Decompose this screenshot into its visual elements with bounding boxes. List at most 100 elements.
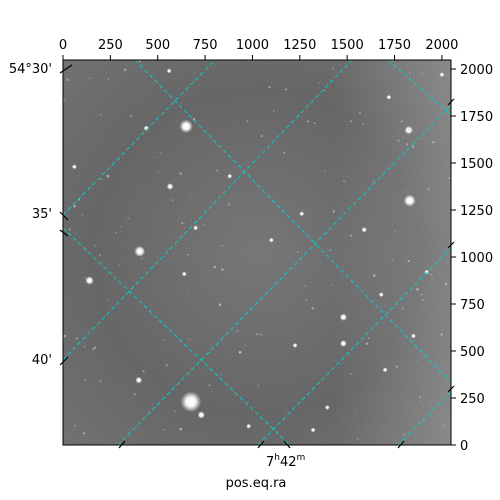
dec-label-1: 35': [32, 207, 52, 222]
star: [166, 68, 172, 74]
faint-star: [99, 379, 102, 383]
right-tick-label: 1750: [460, 110, 493, 125]
star: [299, 211, 305, 217]
faint-star: [405, 190, 407, 193]
top-tick-label: 1250: [283, 38, 316, 53]
faint-star: [304, 285, 306, 287]
ra-tick: [118, 440, 126, 449]
star: [85, 276, 94, 285]
faint-star: [297, 271, 299, 273]
faint-star: [268, 85, 271, 89]
faint-star: [244, 344, 246, 347]
star: [166, 183, 174, 190]
faint-star: [421, 299, 425, 302]
star: [246, 423, 252, 429]
faint-star: [391, 258, 394, 261]
faint-star: [81, 214, 83, 216]
star: [361, 227, 367, 233]
faint-star: [208, 384, 211, 387]
star: [193, 225, 199, 231]
faint-star: [75, 337, 78, 340]
faint-star: [362, 123, 365, 126]
faint-star: [130, 114, 132, 117]
faint-star: [420, 72, 423, 75]
faint-star: [193, 72, 196, 74]
star: [143, 125, 150, 131]
faint-star: [267, 328, 269, 330]
faint-star: [106, 174, 110, 178]
faint-star: [427, 188, 430, 190]
faint-star: [186, 253, 189, 256]
faint-star: [349, 234, 353, 237]
faint-star: [68, 228, 71, 231]
faint-star: [179, 172, 182, 175]
faint-star: [82, 432, 86, 435]
faint-star: [440, 333, 443, 336]
dec-label-2: 40': [32, 353, 52, 368]
faint-star: [127, 217, 130, 220]
faint-star: [221, 245, 223, 247]
right-tick-label: 0: [460, 439, 468, 454]
faint-star: [181, 222, 184, 225]
faint-star: [409, 72, 411, 75]
faint-star: [73, 204, 76, 208]
faint-star: [236, 330, 239, 333]
ra-tick-label: 7h42m: [266, 453, 305, 470]
faint-star: [256, 333, 259, 336]
top-tick-label: 1500: [331, 38, 364, 53]
faint-star: [373, 274, 376, 277]
faint-star: [99, 254, 101, 256]
faint-star: [332, 283, 334, 286]
top-tick-label: 2000: [425, 38, 458, 53]
ra-hours: 7: [266, 455, 274, 470]
dec-tick: [59, 211, 69, 221]
faint-star: [402, 137, 404, 139]
faint-star: [416, 288, 419, 291]
faint-star: [324, 416, 326, 418]
faint-star: [444, 282, 448, 286]
top-tick-label: 1750: [378, 38, 411, 53]
ra-tick: [397, 440, 405, 449]
faint-star: [305, 298, 308, 301]
faint-star: [107, 78, 110, 80]
faint-star: [401, 307, 404, 310]
faint-star: [190, 220, 192, 222]
x-axis-title: pos.eq.ra: [226, 476, 287, 491]
faint-star: [163, 339, 166, 341]
grid-line: [257, 247, 451, 445]
grid-line: [117, 104, 451, 445]
faint-star: [283, 151, 286, 154]
dec-tick: [59, 64, 73, 74]
faint-star: [447, 415, 449, 417]
faint-star: [311, 306, 315, 310]
ra-tick: [283, 440, 291, 449]
faint-star: [318, 82, 320, 84]
star: [179, 119, 193, 134]
faint-star: [411, 145, 414, 148]
faint-star: [169, 363, 171, 365]
star: [197, 411, 205, 419]
star: [386, 94, 392, 100]
star: [310, 427, 316, 433]
faint-star: [405, 143, 409, 146]
faint-star: [324, 170, 326, 172]
top-tick-label: 250: [98, 38, 123, 53]
star: [411, 333, 416, 339]
faint-star: [220, 373, 223, 375]
ra-hours-unit: h: [274, 453, 280, 463]
star: [324, 405, 330, 410]
star: [382, 367, 388, 373]
right-tick-label: 250: [460, 392, 485, 407]
right-tick-label: 2000: [460, 63, 493, 78]
right-tick-label: 1500: [460, 157, 493, 172]
faint-star: [332, 67, 334, 70]
star: [180, 391, 202, 413]
top-tick-label: 0: [59, 38, 67, 53]
faint-star: [244, 285, 246, 287]
faint-star: [306, 120, 309, 123]
star: [339, 313, 348, 321]
faint-star: [142, 370, 145, 373]
star: [292, 342, 298, 348]
top-tick-label: 500: [145, 38, 170, 53]
faint-star: [179, 428, 182, 431]
